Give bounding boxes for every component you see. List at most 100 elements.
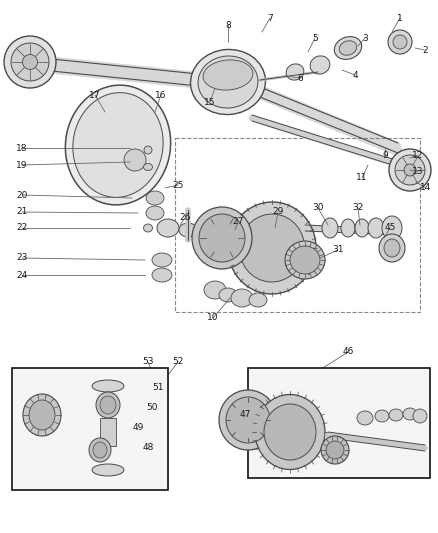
Ellipse shape: [378, 234, 404, 262]
Ellipse shape: [284, 241, 324, 279]
Ellipse shape: [387, 30, 411, 54]
Text: 4: 4: [351, 70, 357, 79]
Text: 24: 24: [16, 271, 28, 279]
Ellipse shape: [394, 155, 424, 185]
Bar: [247, 368, 429, 478]
Text: 9: 9: [381, 150, 387, 159]
Ellipse shape: [320, 436, 348, 464]
Ellipse shape: [374, 410, 388, 422]
Ellipse shape: [388, 409, 402, 421]
Text: 2: 2: [421, 45, 427, 54]
Text: 46: 46: [342, 348, 353, 357]
Text: 3: 3: [361, 34, 367, 43]
Ellipse shape: [403, 164, 415, 176]
Ellipse shape: [11, 43, 49, 81]
Ellipse shape: [4, 36, 56, 88]
Text: 49: 49: [132, 424, 143, 432]
Ellipse shape: [195, 225, 213, 239]
Ellipse shape: [381, 216, 401, 240]
Text: 5: 5: [311, 34, 317, 43]
Ellipse shape: [23, 394, 61, 436]
Ellipse shape: [286, 64, 303, 80]
Ellipse shape: [152, 268, 172, 282]
Text: 17: 17: [89, 91, 100, 100]
Ellipse shape: [334, 37, 361, 59]
Ellipse shape: [191, 207, 251, 269]
Text: 6: 6: [297, 74, 302, 83]
Ellipse shape: [204, 281, 226, 299]
Ellipse shape: [367, 218, 383, 238]
Text: 22: 22: [16, 223, 28, 232]
Ellipse shape: [354, 219, 368, 237]
Text: 14: 14: [419, 183, 431, 192]
Text: 12: 12: [411, 150, 423, 159]
Text: 53: 53: [142, 358, 153, 367]
Text: 27: 27: [232, 217, 243, 227]
Bar: [100, 418, 116, 446]
Ellipse shape: [143, 164, 152, 171]
Ellipse shape: [29, 400, 55, 430]
Ellipse shape: [211, 226, 229, 240]
Ellipse shape: [392, 35, 406, 49]
Ellipse shape: [89, 438, 111, 462]
Text: 45: 45: [383, 223, 395, 232]
Text: 1: 1: [396, 13, 402, 22]
Text: 15: 15: [204, 98, 215, 107]
Ellipse shape: [219, 288, 237, 302]
Ellipse shape: [321, 218, 337, 238]
Ellipse shape: [248, 293, 266, 307]
Text: 31: 31: [332, 246, 343, 254]
Text: 11: 11: [356, 174, 367, 182]
Ellipse shape: [92, 464, 124, 476]
Ellipse shape: [339, 41, 356, 55]
Ellipse shape: [230, 289, 252, 307]
Text: 23: 23: [16, 254, 28, 262]
Text: 25: 25: [172, 181, 183, 190]
Ellipse shape: [179, 223, 197, 237]
Ellipse shape: [254, 394, 324, 470]
Ellipse shape: [157, 219, 179, 237]
Text: 16: 16: [155, 91, 166, 100]
Ellipse shape: [219, 390, 276, 450]
Text: 47: 47: [239, 410, 250, 419]
Text: 29: 29: [272, 207, 283, 216]
Ellipse shape: [226, 397, 269, 443]
Text: 51: 51: [152, 384, 163, 392]
Text: 26: 26: [179, 214, 190, 222]
Ellipse shape: [124, 149, 146, 171]
Text: 50: 50: [146, 403, 157, 413]
Text: 32: 32: [352, 204, 363, 213]
Text: 48: 48: [142, 443, 153, 453]
Ellipse shape: [93, 442, 107, 458]
Text: 21: 21: [16, 207, 28, 216]
Ellipse shape: [92, 380, 124, 392]
Ellipse shape: [412, 409, 426, 423]
Ellipse shape: [22, 54, 37, 69]
Text: 20: 20: [16, 190, 28, 199]
Text: 8: 8: [225, 20, 230, 29]
Text: 19: 19: [16, 160, 28, 169]
Ellipse shape: [65, 85, 170, 205]
Ellipse shape: [290, 246, 319, 274]
Ellipse shape: [239, 214, 304, 282]
Bar: [12, 368, 168, 490]
Text: 10: 10: [207, 313, 218, 322]
Ellipse shape: [203, 60, 252, 90]
Ellipse shape: [198, 56, 258, 108]
Text: 52: 52: [172, 358, 183, 367]
Ellipse shape: [198, 214, 244, 262]
Ellipse shape: [383, 239, 399, 257]
Ellipse shape: [100, 396, 116, 414]
Ellipse shape: [152, 253, 172, 267]
Ellipse shape: [388, 149, 430, 191]
Ellipse shape: [227, 202, 315, 294]
Text: 13: 13: [411, 167, 423, 176]
Ellipse shape: [96, 392, 120, 418]
Text: 18: 18: [16, 143, 28, 152]
Ellipse shape: [146, 206, 164, 220]
Ellipse shape: [309, 56, 329, 74]
Ellipse shape: [146, 191, 164, 205]
Ellipse shape: [190, 50, 265, 115]
Ellipse shape: [340, 219, 354, 237]
Ellipse shape: [73, 93, 163, 197]
